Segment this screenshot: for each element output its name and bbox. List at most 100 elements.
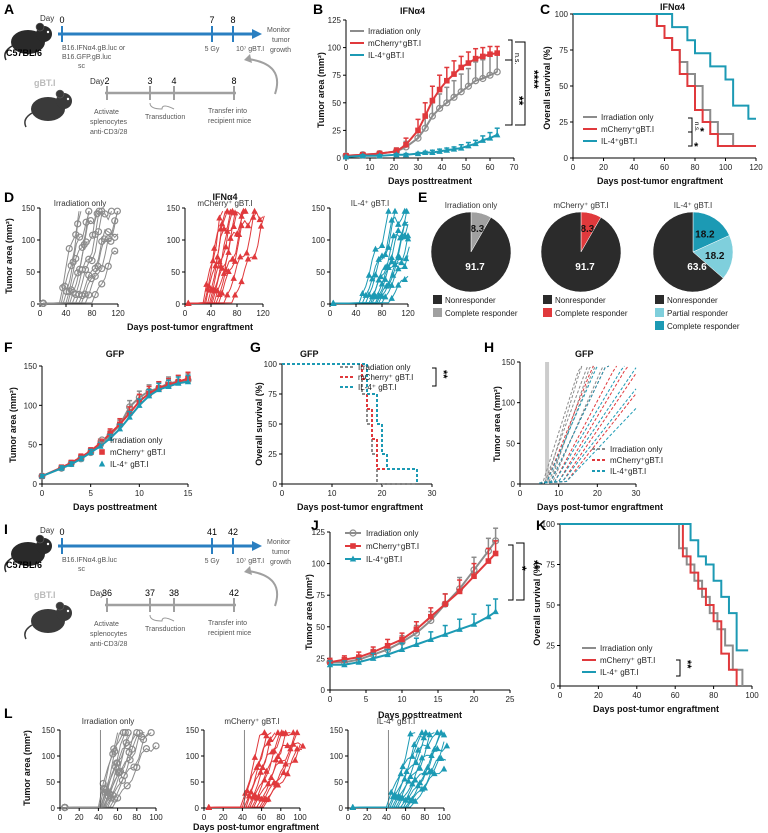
chart-H-trace <box>539 365 625 484</box>
chart-D2-trace-point <box>244 255 252 262</box>
chart-D2-trace-point <box>238 222 245 229</box>
chart-C-x-tick-label: 100 <box>719 163 733 172</box>
chart-L2-x-tick-label: 0 <box>202 813 207 822</box>
chart-L2-trace-point <box>263 732 270 739</box>
chart-J-series-line <box>330 610 497 666</box>
chart-D3-x-tick-label: 120 <box>401 309 415 318</box>
chart-D1-trace-line <box>43 211 82 304</box>
chart-J-point <box>456 588 463 595</box>
chart-J-point <box>370 649 376 655</box>
route-label: sc <box>78 63 86 70</box>
chart-D2-trace-point <box>218 220 226 227</box>
chart-D3-trace-line <box>333 211 406 304</box>
chart-L1-x-tick-label: 60 <box>113 813 122 822</box>
chart-D3-trace-point <box>388 281 395 288</box>
chart-D1-trace-point <box>87 217 95 225</box>
chart-B-point <box>359 152 366 159</box>
chart-D2-trace-point <box>225 248 232 255</box>
chart-H-trace <box>539 365 583 484</box>
chart-F-y-tick-label: 0 <box>33 480 38 489</box>
chart-E3-label-2: 18.2 <box>695 229 715 240</box>
chart-J-point <box>492 550 499 557</box>
legend-label: mCherry⁺gBT.I <box>366 542 419 551</box>
chart-E1-slice-0 <box>430 211 512 293</box>
chart-C-xlabel: Days post-tumor engraftment <box>597 176 723 186</box>
transfer-label-2: recipient mice <box>208 630 251 637</box>
chart-D1-x-tick-label: 0 <box>38 309 43 318</box>
chart-B-point <box>444 77 450 84</box>
chart-L3-trace-line <box>352 732 435 808</box>
transfer-arrow <box>247 58 279 95</box>
chart-B-x-tick-label: 40 <box>438 163 447 172</box>
chart-L3-trace-point <box>388 788 395 795</box>
chart-D2-trace-point <box>231 257 239 264</box>
chart-D2-trace-line <box>188 210 224 304</box>
chart-L2-y-tick-label: 0 <box>195 804 200 813</box>
chart-D1-y-tick-label: 50 <box>26 268 35 277</box>
chart-B-x-tick-label: 70 <box>510 163 519 172</box>
chart-D1-y-tick-label: 0 <box>31 300 36 309</box>
chart-G-x-tick-label: 10 <box>328 489 337 498</box>
chart-D2-trace-line <box>188 211 264 304</box>
chart-J-x-tick-label: 5 <box>364 695 369 704</box>
chart-B-x-tick-label: 30 <box>414 163 423 172</box>
legend-marker <box>349 555 357 562</box>
chart-H-x-tick-label: 20 <box>593 489 602 498</box>
chart-B-point <box>393 151 400 158</box>
chart-L3-trace-point <box>409 795 416 802</box>
chart-L1-trace-point <box>111 747 119 756</box>
chart-C-km-curve-1 <box>573 13 756 148</box>
chart-H-y-tick-label: 100 <box>502 399 516 408</box>
chart-L1-trace-point <box>142 745 150 753</box>
chart-B-point <box>436 104 444 112</box>
chart-L3-x-tick-label: 0 <box>346 813 351 822</box>
chart-D1-trace-point <box>65 287 73 295</box>
legend-label: Irradiation only <box>110 436 162 445</box>
legend-label: IL-4⁺ gBT.I <box>358 383 396 392</box>
chart-F-x-tick-label: 15 <box>184 489 193 498</box>
chart-D2-trace-point <box>220 269 228 276</box>
legend-label: IL-4⁺gBT.I <box>610 467 646 476</box>
chart-D1-trace-point <box>91 272 99 280</box>
chart-D3-trace-point <box>390 232 397 239</box>
legend-label: Irradiation only <box>366 529 418 538</box>
chart-L2-trace-line <box>208 748 302 808</box>
chart-D3-trace-point <box>382 293 389 300</box>
chart-E1-legend-swatch <box>433 308 442 317</box>
chart-D2-trace-point <box>185 299 192 306</box>
chart-B-point <box>436 147 443 154</box>
chart-J-legend-0: Irradiation only <box>345 529 418 538</box>
chart-E1-legend-label: Nonresponder <box>445 296 496 305</box>
chart-J-point <box>384 642 391 649</box>
chart-L3-trace-point <box>349 803 356 810</box>
activate-label-3: anti-CD3/28 <box>90 641 127 648</box>
chart-L3-trace-point <box>440 731 448 738</box>
chart-B-point <box>376 152 383 159</box>
chart-B-x-tick-label: 60 <box>486 163 495 172</box>
chart-D3-title: IL-4⁺ gBT.I <box>351 199 389 208</box>
route-label: sc <box>78 566 86 573</box>
chart-L1-trace-point <box>116 767 125 775</box>
chart-L2-mouse-trace <box>205 745 302 810</box>
chart-D1-trace-point <box>81 266 90 274</box>
chart-B-point <box>486 71 494 79</box>
chart-K-x-tick-label: 40 <box>632 691 641 700</box>
chart-L1-trace-line <box>64 732 145 808</box>
chart-L2-x-tick-label: 20 <box>219 813 228 822</box>
chart-L2-x-tick-label: 40 <box>238 813 247 822</box>
chart-D2-trace-point <box>237 253 244 260</box>
chart-J-y-tick-label: 50 <box>316 623 325 632</box>
chart-H-trace <box>539 388 637 484</box>
chart-C-km-curve-2 <box>573 13 756 120</box>
chart-D2-trace-point <box>257 222 265 229</box>
chart-F-point <box>97 442 104 449</box>
chart-J-point <box>442 601 448 607</box>
chart-D3-trace-point <box>402 255 410 262</box>
chart-H-legend-1: mCherry⁺gBT.I <box>592 456 663 465</box>
chart-D1-trace-point <box>98 264 106 273</box>
chart-L2-trace-line <box>208 732 276 808</box>
chart-H-trace <box>539 373 637 484</box>
chart-L3-trace-point <box>411 741 418 748</box>
chart-G-x-tick-label: 30 <box>428 489 437 498</box>
chart-L2-trace-point <box>205 803 212 810</box>
